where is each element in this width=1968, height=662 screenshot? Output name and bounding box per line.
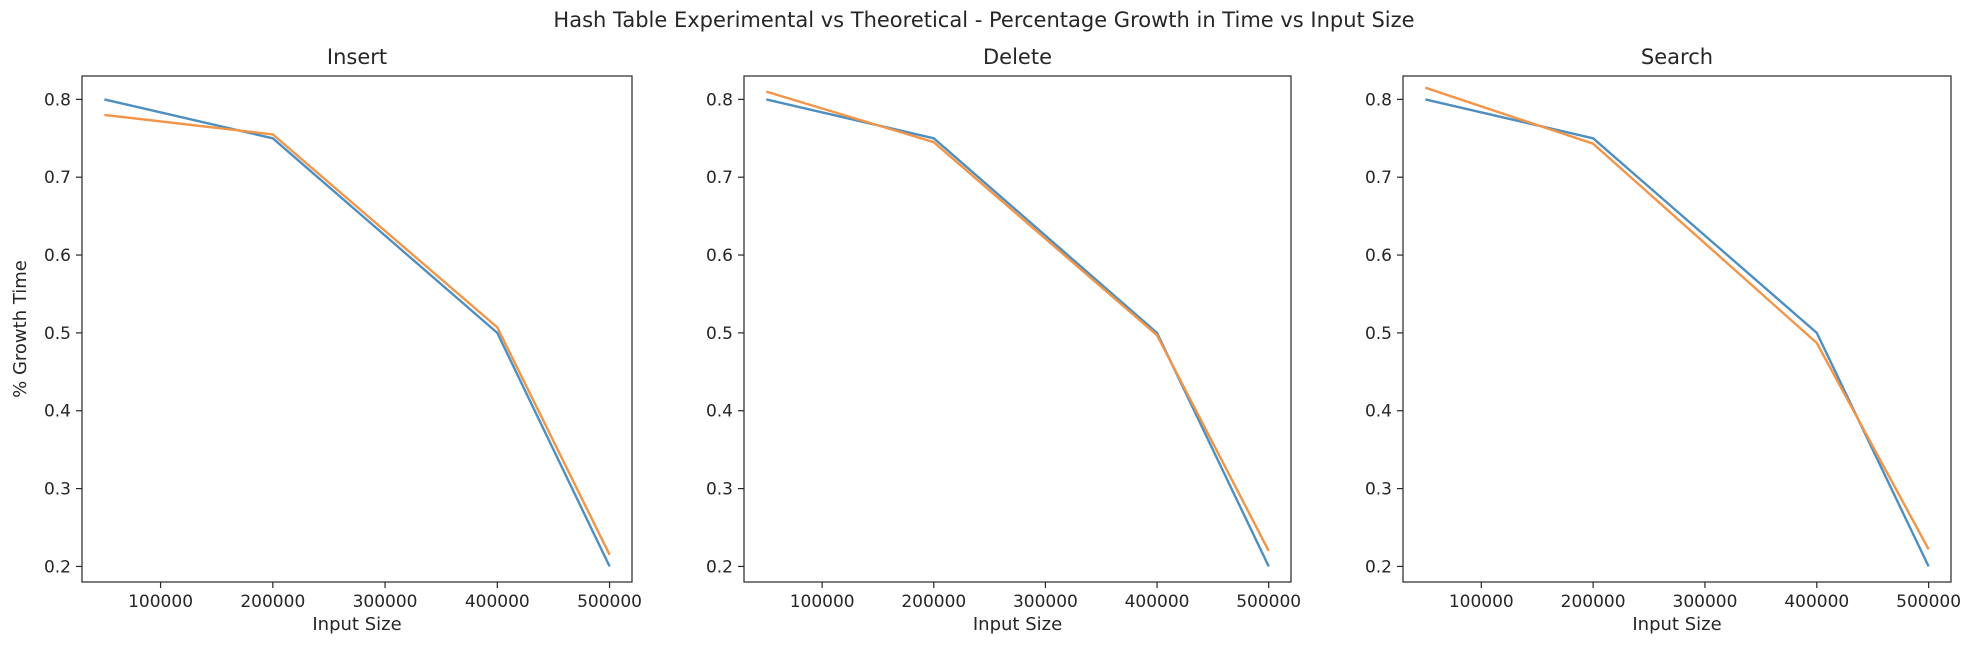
search-y-tick-label: 0.7 (1365, 168, 1392, 188)
search-y-tick-label: 0.4 (1365, 402, 1392, 422)
delete-y-tick-label: 0.3 (706, 480, 733, 500)
search-x-tick-label: 300000 (1673, 592, 1738, 612)
insert-x-tick-label: 400000 (465, 592, 530, 612)
insert-y-tick-label: 0.6 (44, 246, 71, 266)
search-y-tick-label: 0.6 (1365, 246, 1392, 266)
insert-axes-frame (81, 75, 633, 583)
insert-x-tick-label: 500000 (577, 592, 642, 612)
delete-axes-frame (743, 75, 1292, 583)
search-series-line-1 (1425, 98, 1930, 567)
delete-subplot: Delete 100000 200000 300000 400000 500000 0.2 0… (706, 45, 1301, 635)
search-title: Search (1641, 45, 1713, 69)
delete-x-tick-label: 200000 (901, 592, 966, 612)
search-x-tick-label: 200000 (1561, 592, 1626, 612)
delete-x-tick-label: 500000 (1236, 592, 1301, 612)
delete-series-line-1 (766, 98, 1270, 567)
search-y-tick-label: 0.5 (1365, 324, 1392, 344)
search-x-tick-label: 100000 (1449, 592, 1514, 612)
figure-title: Hash Table Experimental vs Theoretical -… (553, 8, 1414, 32)
delete-series-line-2 (765, 90, 1270, 552)
insert-subplot: Insert 100000 200000 300000 400000 500000 0.2 0… (10, 45, 642, 635)
search-axes-frame (1402, 75, 1952, 583)
search-x-tick-label: 500000 (1896, 592, 1961, 612)
search-series-line-2 (1425, 86, 1930, 550)
insert-y-axis-label: % Growth Time (10, 260, 31, 398)
delete-x-tick-label: 300000 (1013, 592, 1078, 612)
delete-y-tick-label: 0.8 (706, 90, 733, 110)
search-y-tick-label: 0.3 (1365, 480, 1392, 500)
search-x-tick-label: 400000 (1784, 592, 1849, 612)
search-y-tick-label: 0.2 (1365, 557, 1392, 577)
insert-x-tick-label: 100000 (128, 592, 193, 612)
insert-y-tick-label: 0.4 (44, 402, 71, 422)
delete-y-tick-label: 0.4 (706, 402, 733, 422)
delete-y-tick-label: 0.6 (706, 246, 733, 266)
insert-x-tick-label: 300000 (353, 592, 418, 612)
insert-series-line-2 (104, 113, 611, 556)
delete-x-axis-label: Input Size (973, 614, 1062, 635)
delete-y-tick-label: 0.7 (706, 168, 733, 188)
insert-y-tick-label: 0.2 (44, 557, 71, 577)
insert-y-tick-label: 0.7 (44, 168, 71, 188)
insert-series-line-1 (104, 98, 611, 567)
insert-title: Insert (327, 45, 387, 69)
delete-x-tick-label: 400000 (1125, 592, 1190, 612)
delete-y-tick-label: 0.5 (706, 324, 733, 344)
insert-x-tick-label: 200000 (240, 592, 305, 612)
delete-title: Delete (983, 45, 1052, 69)
insert-y-tick-label: 0.8 (44, 90, 71, 110)
search-subplot: Search 100000 200000 300000 400000 500000 0.2 0… (1365, 45, 1961, 635)
delete-x-tick-label: 100000 (790, 592, 855, 612)
search-y-tick-label: 0.8 (1365, 90, 1392, 110)
delete-y-tick-label: 0.2 (706, 557, 733, 577)
insert-y-tick-label: 0.3 (44, 480, 71, 500)
search-x-axis-label: Input Size (1632, 614, 1721, 635)
insert-x-axis-label: Input Size (312, 614, 401, 635)
insert-y-tick-label: 0.5 (44, 324, 71, 344)
